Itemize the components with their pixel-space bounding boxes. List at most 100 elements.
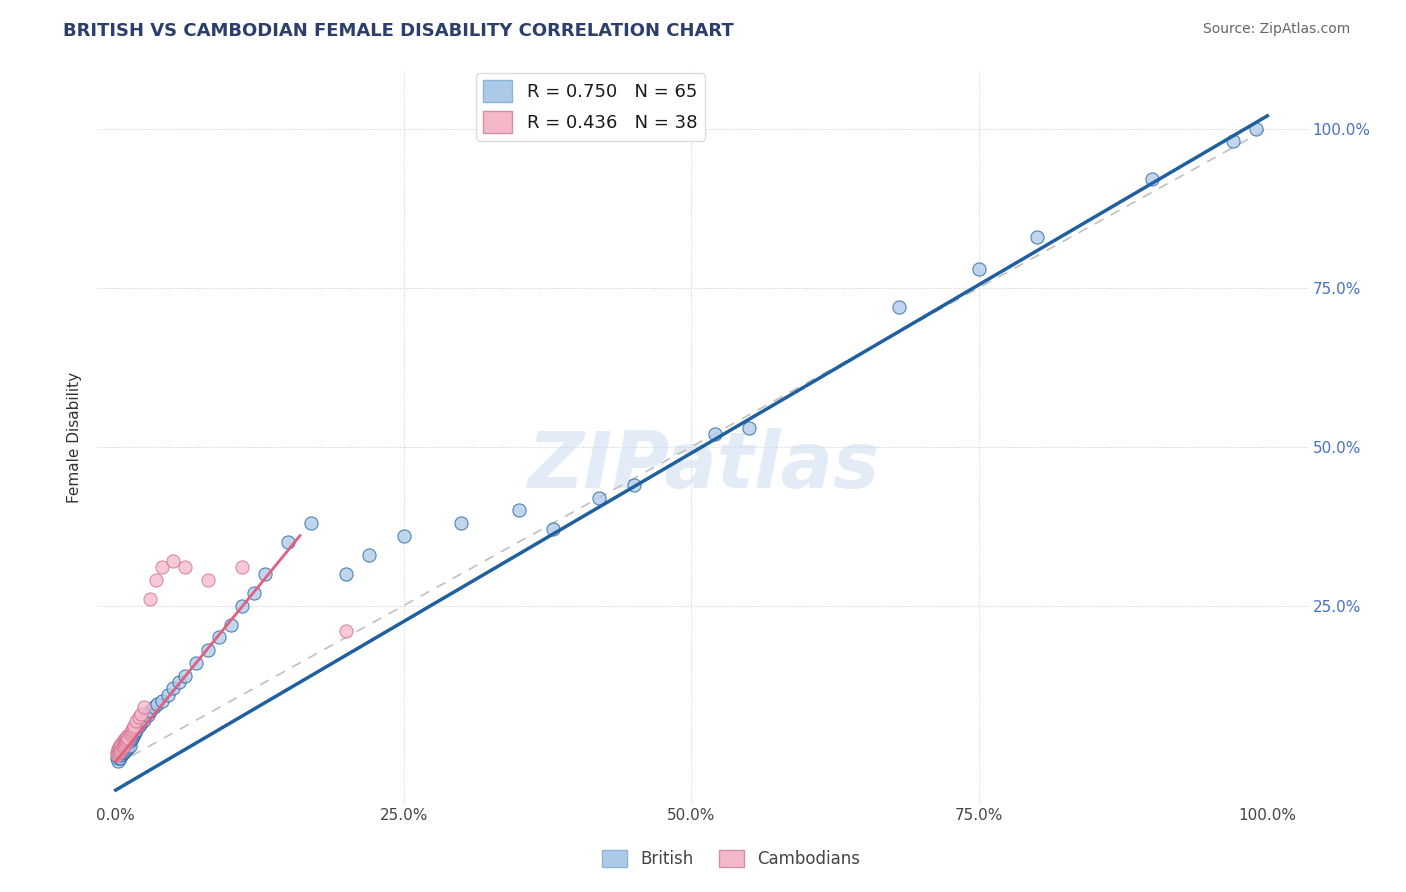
Point [277, 535, 299, 549]
Point [115, 737, 138, 751]
Point [115, 729, 138, 743]
Point [115, 733, 138, 747]
Point [115, 741, 138, 756]
Point [110, 744, 132, 758]
Point [118, 739, 141, 753]
Point [139, 592, 162, 607]
Point [139, 704, 162, 718]
Point [162, 554, 184, 568]
Point [112, 733, 135, 747]
Point [543, 522, 565, 536]
Point [231, 599, 253, 613]
Point [145, 573, 167, 587]
Text: BRITISH VS CAMBODIAN FEMALE DISABILITY CORRELATION CHART: BRITISH VS CAMBODIAN FEMALE DISABILITY C… [63, 22, 734, 40]
Point [703, 426, 725, 441]
Point [107, 746, 129, 760]
Point [186, 656, 208, 670]
Point [219, 617, 242, 632]
Point [112, 739, 135, 753]
Point [335, 566, 357, 581]
Point [142, 700, 165, 714]
Point [120, 733, 142, 747]
Point [111, 739, 134, 754]
Point [134, 700, 156, 714]
Point [107, 741, 129, 756]
Point [110, 748, 132, 763]
Point [136, 708, 159, 723]
Point [121, 731, 143, 745]
Point [738, 420, 761, 434]
Point [107, 755, 129, 769]
Point [105, 745, 128, 759]
Point [122, 721, 145, 735]
Point [112, 741, 135, 756]
Point [125, 714, 148, 729]
Point [105, 748, 128, 763]
Point [128, 719, 150, 733]
Point [301, 516, 323, 530]
Point [114, 739, 136, 754]
Point [1222, 134, 1244, 148]
Point [508, 503, 530, 517]
Point [111, 744, 134, 758]
Point [450, 516, 472, 530]
Point [1026, 229, 1049, 244]
Point [129, 706, 152, 721]
Text: Source: ZipAtlas.com: Source: ZipAtlas.com [1202, 22, 1350, 37]
Point [110, 737, 132, 751]
Point [110, 741, 132, 756]
Point [114, 732, 136, 747]
Point [125, 723, 148, 737]
Point [335, 624, 357, 638]
Point [128, 710, 150, 724]
Point [150, 694, 173, 708]
Point [231, 560, 253, 574]
Point [243, 586, 266, 600]
Point [197, 573, 219, 587]
Text: ZIPatlas: ZIPatlas [527, 428, 879, 504]
Y-axis label: Female Disability: Female Disability [67, 371, 83, 503]
Point [115, 735, 138, 749]
Point [122, 727, 145, 741]
Point [357, 548, 380, 562]
Point [110, 746, 132, 760]
Point [120, 724, 142, 739]
Point [110, 751, 132, 765]
Point [124, 724, 146, 739]
Point [1244, 121, 1267, 136]
Point [134, 713, 156, 727]
Point [162, 681, 184, 696]
Point [110, 739, 132, 753]
Point [108, 739, 131, 754]
Point [117, 731, 139, 745]
Point [623, 477, 645, 491]
Point [108, 745, 131, 759]
Point [114, 737, 136, 751]
Point [112, 745, 135, 759]
Point [146, 697, 169, 711]
Point [115, 741, 138, 756]
Point [121, 723, 143, 737]
Point [122, 729, 145, 743]
Point [887, 300, 910, 314]
Point [1140, 172, 1163, 186]
Point [118, 727, 141, 741]
Point [167, 675, 190, 690]
Point [110, 745, 132, 759]
Point [969, 261, 991, 276]
Point [117, 735, 139, 749]
Point [197, 643, 219, 657]
Point [208, 631, 231, 645]
Point [588, 491, 610, 505]
Point [173, 560, 195, 574]
Point [108, 745, 131, 759]
Point [254, 566, 277, 581]
Point [115, 731, 138, 745]
Legend: British, Cambodians: British, Cambodians [596, 843, 866, 875]
Point [156, 688, 179, 702]
Point [111, 735, 134, 749]
Point [111, 746, 134, 760]
Point [107, 748, 129, 763]
Point [122, 719, 145, 733]
Point [150, 560, 173, 574]
